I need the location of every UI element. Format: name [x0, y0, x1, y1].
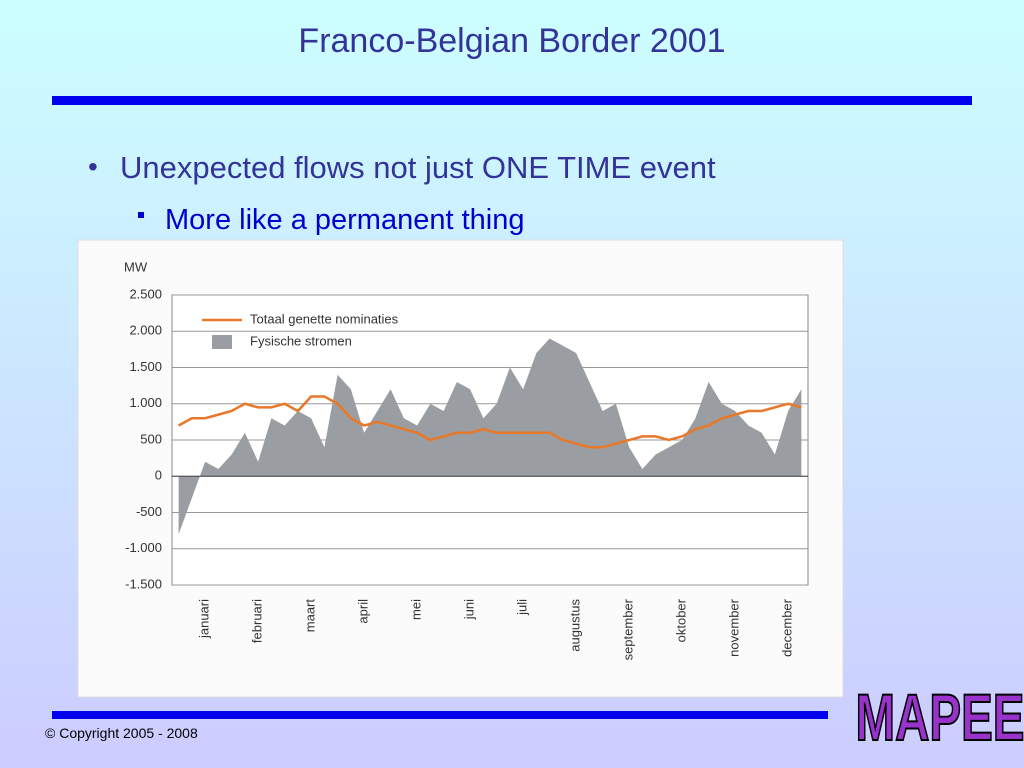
bullet-dot: • — [88, 151, 98, 182]
legend-label: Totaal genette nominaties — [250, 311, 399, 326]
logo: MAPEE — [856, 681, 1024, 754]
x-tick-label: juni — [462, 599, 477, 620]
legend-label: Fysische stromen — [250, 333, 352, 348]
divider — [52, 711, 828, 719]
x-tick-label: november — [727, 598, 742, 656]
y-tick-label: 1.500 — [129, 359, 162, 374]
copyright: © Copyright 2005 - 2008 — [45, 725, 198, 741]
y-tick-label: -500 — [136, 504, 162, 519]
sub-bullet-dot — [138, 212, 144, 218]
y-tick-label: 0 — [155, 468, 162, 483]
x-tick-label: augustus — [568, 599, 583, 652]
y-tick-label: -1.000 — [125, 540, 162, 555]
x-tick-label: september — [621, 598, 636, 660]
line — [178, 395, 802, 449]
x-tick-label: februari — [250, 599, 265, 643]
y-tick-label: 2.000 — [129, 323, 162, 338]
bullet: Unexpected flows not just ONE TIME event — [120, 150, 716, 185]
sub-bullet: More like a permanent thing — [165, 204, 524, 236]
legend-swatch — [212, 335, 232, 349]
y-tick-label: 500 — [140, 431, 162, 446]
plot: 2.500 2.000 1.500 1.000 500 0 -500 -1.000 -1.500… — [125, 286, 809, 660]
x-tick-label: maart — [303, 599, 318, 633]
y-tick-label: -1.500 — [125, 576, 162, 591]
y-tick-label: 1.000 — [129, 395, 162, 410]
x-tick-label: oktober — [674, 598, 689, 642]
divider — [52, 96, 972, 105]
x-tick-label: december — [780, 598, 795, 656]
x-tick-label: januari — [197, 599, 212, 639]
x-tick-label: juli — [515, 599, 530, 616]
area — [178, 338, 802, 535]
y-tick-label: 2.500 — [129, 286, 162, 301]
x-tick-label: mei — [409, 599, 424, 620]
x-tick-label: april — [356, 599, 371, 624]
y-axis-label: MW — [124, 259, 148, 274]
slide-title: Franco-Belgian Border 2001 — [298, 22, 725, 60]
